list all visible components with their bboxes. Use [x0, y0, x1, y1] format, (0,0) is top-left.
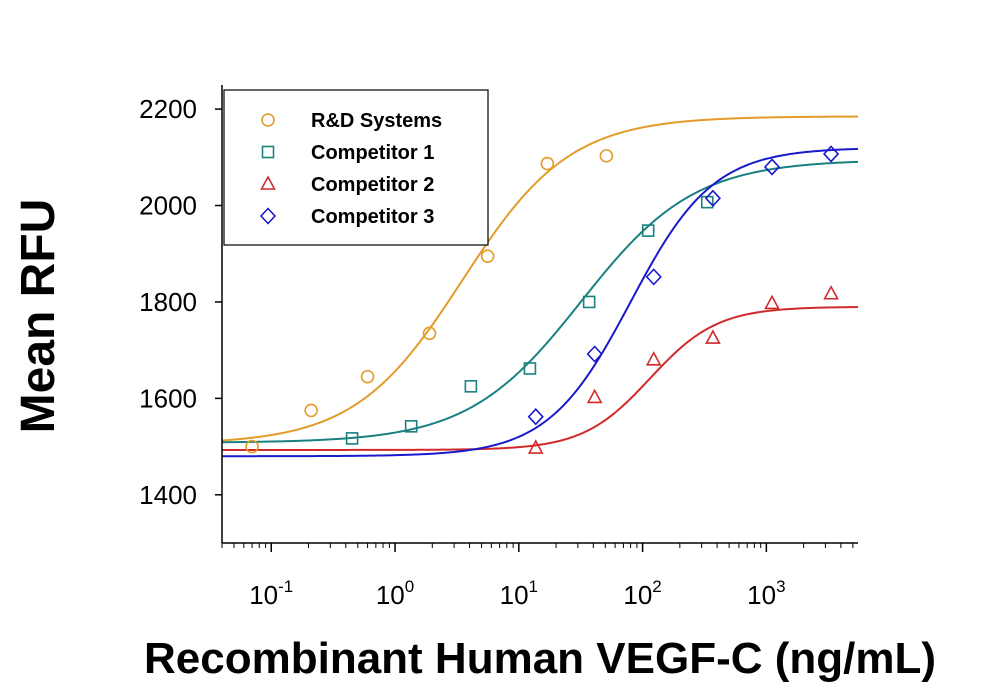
x-axis-title: Recombinant Human VEGF-C (ng/mL): [144, 634, 936, 683]
data-point-r-d-systems: [304, 403, 318, 418]
x-tick-label: 101: [500, 577, 538, 610]
fit-curves: [221, 115, 859, 458]
data-point-competitor-3: [527, 408, 544, 426]
data-point-r-d-systems: [540, 156, 555, 171]
y-tick-label: 2000: [139, 191, 197, 221]
data-point-r-d-systems: [480, 249, 495, 263]
data-point-competitor-3: [822, 145, 840, 163]
y-tick-label: 2200: [139, 94, 197, 124]
y-tick-label: 1600: [139, 383, 197, 413]
data-point-r-d-systems: [360, 369, 375, 384]
x-tick-label: 103: [747, 577, 785, 610]
data-point-competitor-3: [763, 158, 781, 176]
legend-marker-competitor-2: [260, 175, 276, 190]
data-point-r-d-systems: [422, 326, 437, 341]
data-point-competitor-2: [823, 285, 839, 300]
data-point-competitor-1: [404, 420, 418, 433]
y-tick-label: 1800: [139, 287, 197, 317]
fit-curve-competitor-1: [221, 160, 859, 444]
data-point-r-d-systems: [599, 149, 614, 163]
fit-curve-r-d-systems: [221, 115, 858, 442]
data-point-competitor-2: [764, 294, 780, 310]
legend-marker-competitor-1: [261, 145, 275, 159]
data-point-competitor-3: [645, 268, 662, 286]
data-point-competitor-3: [704, 189, 722, 207]
data-point-competitor-2: [586, 388, 603, 404]
data-point-competitor-1: [641, 224, 655, 237]
y-tick-label: 1400: [139, 480, 197, 510]
data-point-competitor-3: [586, 345, 603, 363]
legend: R&D Systems Competitor 1 Competitor 2 Compe…: [223, 89, 489, 246]
data-point-competitor-1: [700, 195, 714, 209]
fit-curve-competitor-2: [222, 306, 859, 451]
data-point-competitor-2: [645, 351, 662, 366]
data-point-competitor-1: [345, 432, 359, 445]
data-points: [245, 145, 840, 454]
data-point-competitor-1: [582, 295, 596, 309]
data-point-competitor-1: [523, 362, 537, 375]
fit-curve-competitor-3: [221, 147, 859, 458]
y-ticks: 1400 1600 1800 2000 2200: [139, 94, 222, 510]
y-axis-title: Mean RFU: [12, 199, 65, 434]
data-point-competitor-2: [527, 439, 544, 454]
axes: [221, 85, 858, 544]
x-tick-label: 10-1: [249, 577, 293, 610]
x-ticks: 10-1 100 101 102 103: [221, 543, 854, 610]
legend-label-competitor-3: Competitor 3: [311, 206, 434, 228]
legend-label-competitor-2: Competitor 2: [311, 174, 434, 196]
x-tick-label: 102: [623, 577, 661, 610]
data-point-r-d-systems: [245, 439, 259, 454]
legend-marker-r-d-systems: [261, 113, 275, 127]
data-point-competitor-2: [705, 329, 721, 344]
legend-box: [223, 89, 489, 246]
x-tick-label: 100: [376, 577, 414, 610]
legend-label-r-d-systems: R&D Systems: [311, 110, 442, 132]
legend-label-competitor-1: Competitor 1: [311, 142, 434, 164]
legend-marker-competitor-3: [259, 207, 277, 225]
data-point-competitor-1: [464, 380, 478, 393]
